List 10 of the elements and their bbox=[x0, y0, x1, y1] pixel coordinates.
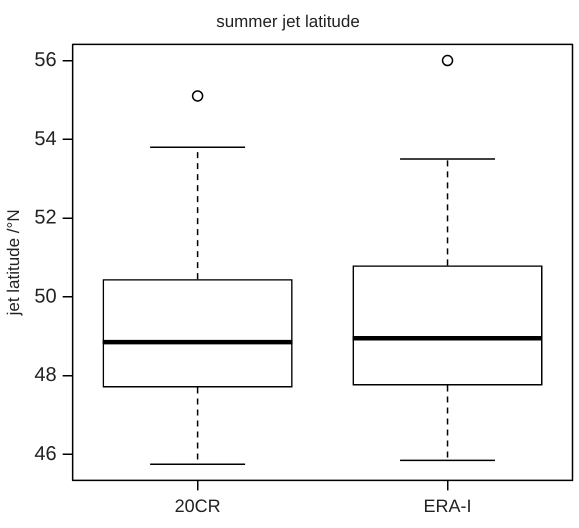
y-tick-label: 50 bbox=[34, 285, 57, 308]
y-tick-label: 46 bbox=[34, 442, 57, 465]
chart-title: summer jet latitude bbox=[216, 12, 360, 31]
x-tick-label: ERA-I bbox=[424, 496, 472, 516]
y-tick-label: 56 bbox=[34, 49, 57, 72]
y-tick-label: 52 bbox=[34, 206, 57, 229]
x-tick-label: 20CR bbox=[174, 496, 221, 516]
y-tick-label: 48 bbox=[34, 364, 57, 386]
y-tick-label: 54 bbox=[34, 128, 57, 150]
y-axis-title: jet latitude /°N bbox=[4, 209, 23, 316]
